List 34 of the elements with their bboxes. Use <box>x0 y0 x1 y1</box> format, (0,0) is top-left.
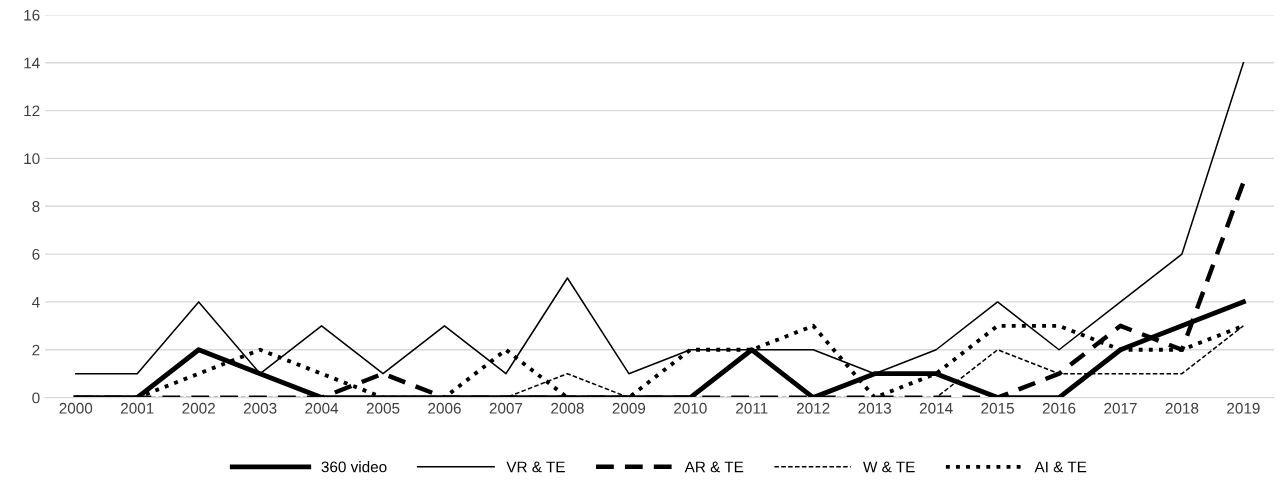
x-tick-label: 2011 <box>736 402 768 414</box>
y-tick-label: 2 <box>32 344 40 356</box>
legend-label: AI & TE <box>1034 461 1087 473</box>
y-tick-label: 6 <box>32 248 40 260</box>
legend-label: VR & TE <box>506 461 565 473</box>
x-tick-label: 2016 <box>1042 402 1076 414</box>
y-tick-label: 0 <box>32 392 40 404</box>
x-tick-label: 2009 <box>612 402 646 414</box>
y-tick-label: 8 <box>32 201 40 212</box>
y-tick-label: 10 <box>24 153 40 165</box>
x-tick-label: 2005 <box>366 402 400 414</box>
x-tick-label: 2018 <box>1165 402 1199 414</box>
legend-label: 360 video <box>321 461 387 473</box>
x-tick-label: 2004 <box>305 402 339 414</box>
legend-label: W & TE <box>863 461 915 473</box>
x-tick-label: 2007 <box>489 402 523 414</box>
y-tick-label: 12 <box>24 105 40 117</box>
y-tick-label: 16 <box>24 9 40 21</box>
x-tick-label: 2014 <box>919 402 953 414</box>
x-tick-label: 2001 <box>121 402 154 414</box>
x-tick-label: 2015 <box>981 402 1014 414</box>
x-tick-label: 2006 <box>428 402 461 414</box>
x-tick-label: 2008 <box>551 402 584 414</box>
x-tick-label: 2012 <box>797 402 830 414</box>
x-tick-label: 2010 <box>674 402 707 414</box>
x-tick-label: 2019 <box>1227 402 1260 414</box>
y-tick-label: 4 <box>32 296 40 308</box>
y-tick-label: 14 <box>24 57 40 69</box>
x-tick-label: 2000 <box>59 402 93 414</box>
x-tick-label: 2017 <box>1104 402 1137 414</box>
x-tick-label: 2003 <box>243 402 277 414</box>
x-tick-label: 2013 <box>858 402 891 414</box>
legend-label: AR & TE <box>684 461 744 473</box>
x-tick-label: 2002 <box>182 402 215 414</box>
